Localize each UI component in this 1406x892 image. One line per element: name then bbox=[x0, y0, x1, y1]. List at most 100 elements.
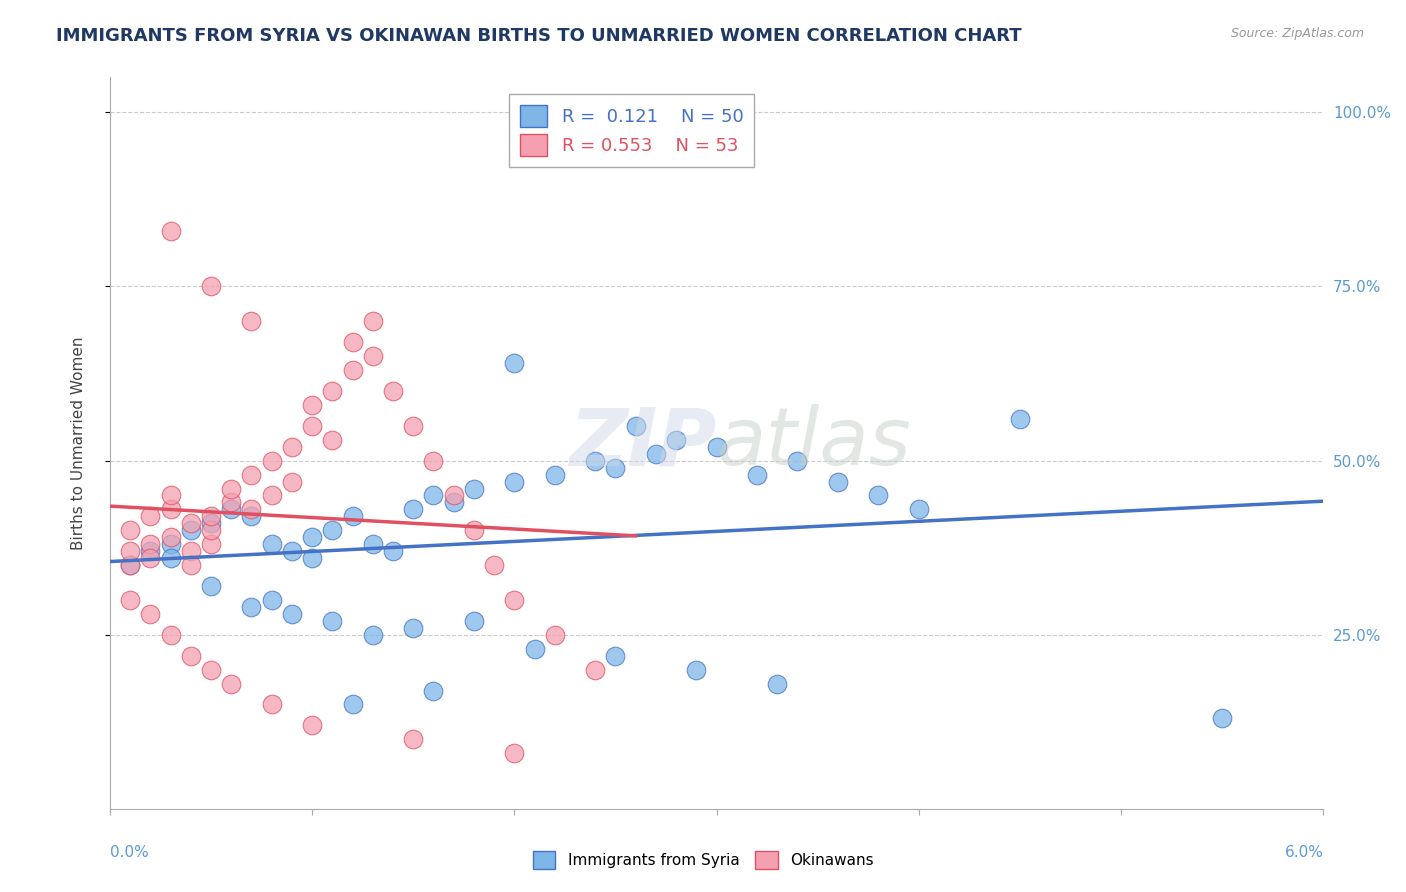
Point bbox=[402, 418, 425, 433]
Point bbox=[342, 363, 364, 377]
Point bbox=[907, 502, 929, 516]
Point bbox=[240, 314, 263, 328]
Point bbox=[382, 544, 405, 558]
Point bbox=[402, 621, 425, 635]
Point bbox=[159, 502, 181, 516]
Point bbox=[240, 599, 263, 614]
Point bbox=[463, 482, 485, 496]
Point bbox=[766, 676, 789, 690]
Point bbox=[180, 516, 202, 531]
Point bbox=[544, 628, 567, 642]
Text: IMMIGRANTS FROM SYRIA VS OKINAWAN BIRTHS TO UNMARRIED WOMEN CORRELATION CHART: IMMIGRANTS FROM SYRIA VS OKINAWAN BIRTHS… bbox=[56, 27, 1022, 45]
Point bbox=[200, 509, 222, 524]
Point bbox=[159, 551, 181, 566]
Point bbox=[219, 676, 242, 690]
Point bbox=[422, 453, 444, 467]
Point bbox=[321, 614, 343, 628]
Point bbox=[281, 475, 304, 489]
Point bbox=[281, 607, 304, 621]
Point bbox=[503, 746, 526, 760]
Point bbox=[139, 544, 162, 558]
Point bbox=[159, 530, 181, 544]
Point bbox=[139, 607, 162, 621]
Y-axis label: Births to Unmarried Women: Births to Unmarried Women bbox=[72, 336, 86, 550]
Point bbox=[301, 551, 323, 566]
Point bbox=[745, 467, 768, 482]
Point bbox=[482, 558, 505, 573]
Point bbox=[422, 488, 444, 502]
Point bbox=[240, 509, 263, 524]
Text: atlas: atlas bbox=[717, 404, 911, 483]
Point bbox=[200, 524, 222, 538]
Point bbox=[260, 593, 283, 607]
Legend: R =  0.121    N = 50, R = 0.553    N = 53: R = 0.121 N = 50, R = 0.553 N = 53 bbox=[509, 94, 754, 167]
Point bbox=[240, 467, 263, 482]
Point bbox=[361, 349, 384, 363]
Point bbox=[281, 440, 304, 454]
Point bbox=[422, 683, 444, 698]
Point bbox=[260, 453, 283, 467]
Point bbox=[260, 488, 283, 502]
Point bbox=[180, 648, 202, 663]
Point bbox=[544, 467, 567, 482]
Point bbox=[443, 488, 465, 502]
Point bbox=[583, 663, 606, 677]
Point bbox=[120, 558, 142, 573]
Point bbox=[139, 509, 162, 524]
Point bbox=[180, 524, 202, 538]
Point bbox=[219, 495, 242, 509]
Point bbox=[180, 558, 202, 573]
Point bbox=[200, 516, 222, 531]
Point bbox=[342, 335, 364, 350]
Point bbox=[240, 502, 263, 516]
Point bbox=[301, 718, 323, 732]
Point bbox=[219, 502, 242, 516]
Point bbox=[583, 453, 606, 467]
Point bbox=[402, 502, 425, 516]
Point bbox=[523, 641, 546, 656]
Point bbox=[443, 495, 465, 509]
Point bbox=[260, 537, 283, 551]
Point bbox=[605, 648, 627, 663]
Point bbox=[402, 732, 425, 747]
Point bbox=[159, 224, 181, 238]
Point bbox=[706, 440, 728, 454]
Point bbox=[342, 509, 364, 524]
Point bbox=[503, 475, 526, 489]
Point bbox=[321, 524, 343, 538]
Point bbox=[301, 418, 323, 433]
Point bbox=[301, 530, 323, 544]
Point bbox=[120, 524, 142, 538]
Point bbox=[342, 698, 364, 712]
Point bbox=[868, 488, 890, 502]
Point bbox=[180, 544, 202, 558]
Point bbox=[159, 488, 181, 502]
Text: ZIP: ZIP bbox=[569, 404, 717, 483]
Legend: Immigrants from Syria, Okinawans: Immigrants from Syria, Okinawans bbox=[526, 845, 880, 875]
Point bbox=[361, 628, 384, 642]
Point bbox=[463, 614, 485, 628]
Point bbox=[301, 398, 323, 412]
Point bbox=[382, 384, 405, 398]
Point bbox=[503, 593, 526, 607]
Point bbox=[159, 537, 181, 551]
Point bbox=[159, 628, 181, 642]
Point bbox=[200, 663, 222, 677]
Point bbox=[139, 537, 162, 551]
Point bbox=[200, 579, 222, 593]
Point bbox=[1211, 711, 1233, 725]
Point bbox=[624, 418, 647, 433]
Point bbox=[120, 544, 142, 558]
Point bbox=[644, 447, 666, 461]
Point bbox=[827, 475, 849, 489]
Point bbox=[685, 663, 707, 677]
Point bbox=[321, 384, 343, 398]
Point bbox=[361, 314, 384, 328]
Point bbox=[139, 551, 162, 566]
Point bbox=[361, 537, 384, 551]
Text: 0.0%: 0.0% bbox=[110, 845, 149, 860]
Point bbox=[200, 537, 222, 551]
Point bbox=[786, 453, 808, 467]
Text: 6.0%: 6.0% bbox=[1285, 845, 1323, 860]
Point bbox=[503, 356, 526, 370]
